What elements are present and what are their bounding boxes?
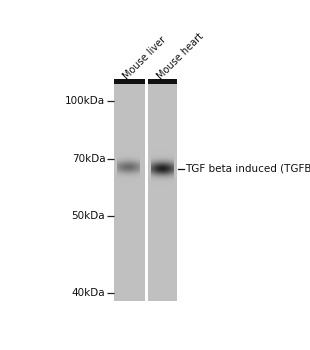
Text: TGF beta induced (TGFBI): TGF beta induced (TGFBI) (185, 164, 310, 174)
Text: 40kDa: 40kDa (72, 288, 105, 298)
Bar (148, 84, 177, 301)
Text: Mouse heart: Mouse heart (155, 31, 206, 81)
Bar (114, 79, 145, 84)
Text: 100kDa: 100kDa (65, 96, 105, 106)
Text: 70kDa: 70kDa (72, 154, 105, 164)
Text: 50kDa: 50kDa (72, 211, 105, 221)
Text: Mouse liver: Mouse liver (122, 34, 169, 81)
Bar (148, 79, 177, 84)
Bar (114, 84, 145, 301)
